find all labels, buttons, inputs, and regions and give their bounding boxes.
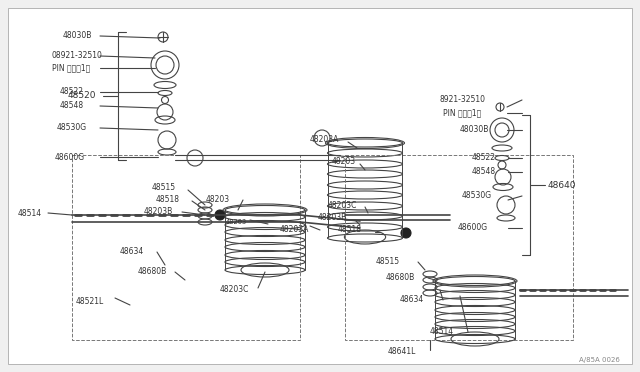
Text: 48548: 48548 bbox=[60, 102, 84, 110]
Text: 48203A: 48203A bbox=[310, 135, 339, 144]
Text: PIN ビン（1）: PIN ビン（1） bbox=[443, 109, 481, 118]
Text: 08921-32510: 08921-32510 bbox=[52, 51, 103, 61]
Text: 48521L: 48521L bbox=[76, 298, 104, 307]
Text: 48530G: 48530G bbox=[462, 192, 492, 201]
Text: 48514: 48514 bbox=[430, 327, 454, 337]
Text: 48680B: 48680B bbox=[386, 273, 415, 282]
Text: 48634: 48634 bbox=[400, 295, 424, 305]
Text: 48203B: 48203B bbox=[318, 214, 348, 222]
Text: 48203C: 48203C bbox=[220, 285, 250, 295]
Text: 48641L: 48641L bbox=[388, 347, 417, 356]
Text: 48640: 48640 bbox=[548, 180, 577, 189]
Text: 48520: 48520 bbox=[68, 92, 97, 100]
Text: 48634: 48634 bbox=[120, 247, 144, 257]
Text: 48515: 48515 bbox=[376, 257, 400, 266]
Text: 48203: 48203 bbox=[206, 196, 230, 205]
Text: 48203A: 48203A bbox=[280, 225, 309, 234]
Text: 48514: 48514 bbox=[18, 208, 42, 218]
Text: 48203B: 48203B bbox=[144, 208, 173, 217]
Bar bbox=[72, 155, 300, 340]
Text: 48030B: 48030B bbox=[63, 32, 92, 41]
Text: 48522: 48522 bbox=[60, 87, 84, 96]
Text: PIN ビン（1）: PIN ビン（1） bbox=[52, 64, 90, 73]
Text: 48600G: 48600G bbox=[55, 153, 85, 161]
Text: 48518: 48518 bbox=[338, 225, 362, 234]
Bar bbox=[345, 155, 573, 340]
Circle shape bbox=[401, 228, 411, 238]
Text: 48515: 48515 bbox=[152, 183, 176, 192]
Text: 48530G: 48530G bbox=[57, 124, 87, 132]
Text: 48518: 48518 bbox=[156, 196, 180, 205]
Text: 48203: 48203 bbox=[332, 157, 356, 167]
Text: 48600G: 48600G bbox=[458, 224, 488, 232]
Text: A/85A 0026: A/85A 0026 bbox=[579, 357, 620, 363]
Text: 48030B: 48030B bbox=[460, 125, 490, 135]
Text: 48203: 48203 bbox=[226, 219, 247, 225]
Circle shape bbox=[215, 210, 225, 220]
Text: 8921-32510: 8921-32510 bbox=[440, 96, 486, 105]
Text: 48522: 48522 bbox=[472, 154, 496, 163]
Text: 48203C: 48203C bbox=[328, 201, 357, 209]
Text: 48680B: 48680B bbox=[138, 267, 167, 276]
Text: 48548: 48548 bbox=[472, 167, 496, 176]
